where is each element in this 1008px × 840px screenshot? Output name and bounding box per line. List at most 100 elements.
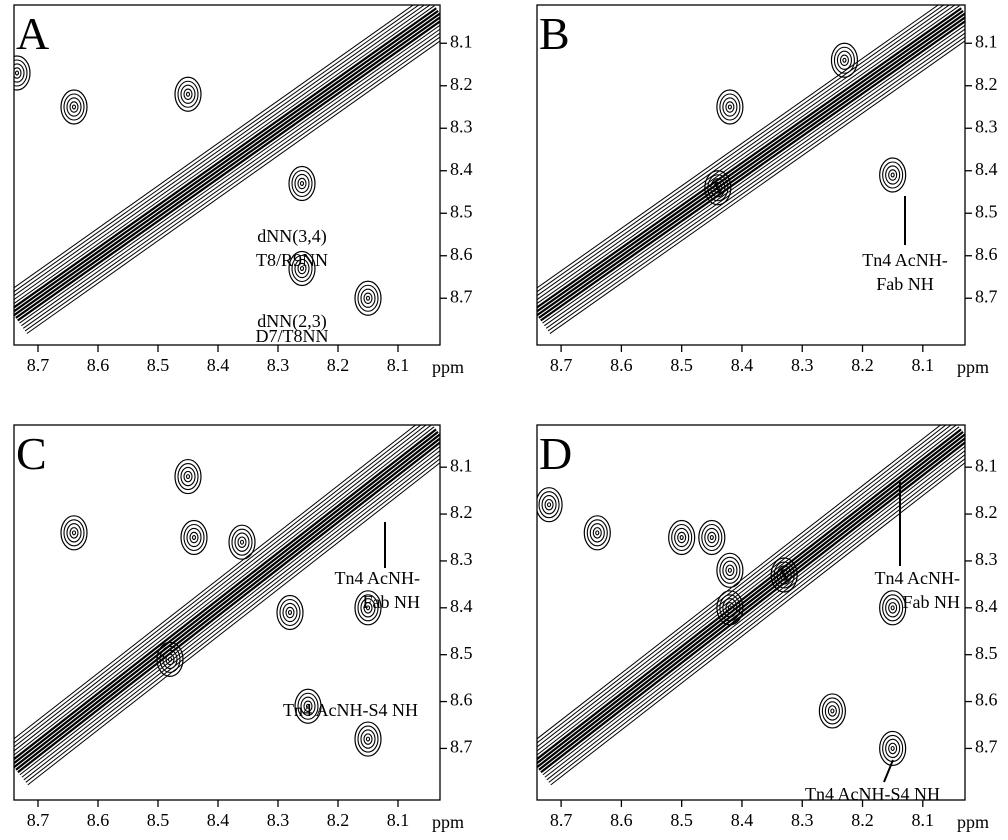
contour-ring <box>890 172 895 178</box>
contour-ring <box>185 474 191 480</box>
diagonal-contour <box>23 454 440 781</box>
contour-ring <box>824 701 840 721</box>
contour-ring <box>725 602 735 614</box>
x-axis-label: ppm <box>432 812 464 832</box>
diagonal-contour <box>14 7 437 309</box>
peak <box>698 519 726 556</box>
diagonal-contour <box>538 437 965 771</box>
contour-ring <box>185 91 191 97</box>
contour-ring <box>890 745 895 751</box>
y-tick-label: 8.7 <box>450 286 473 306</box>
x-tick-label: 8.7 <box>550 355 573 375</box>
contour-ring <box>776 565 792 585</box>
x-axis-label: ppm <box>957 812 989 832</box>
contour-ring <box>707 531 717 544</box>
contour-ring <box>882 161 904 189</box>
contour-ring <box>830 708 835 714</box>
plot-area <box>14 425 440 786</box>
contour-ring <box>595 530 600 536</box>
x-tick-label: 8.1 <box>387 810 410 830</box>
x-tick-label: 8.7 <box>27 355 50 375</box>
x-tick-label: 8.4 <box>207 810 230 830</box>
y-tick-label: 8.5 <box>450 643 473 663</box>
contour-ring <box>63 93 85 121</box>
contour-ring <box>888 742 898 755</box>
contour-ring <box>285 606 295 619</box>
diagonal-contour <box>547 36 965 332</box>
contour-ring <box>297 262 307 275</box>
label-bg <box>538 6 582 54</box>
peak <box>14 55 31 91</box>
contour-ring <box>882 594 904 622</box>
y-tick-label: 8.1 <box>450 455 473 475</box>
diagonal-contour <box>14 428 437 761</box>
y-tick-label: 8.2 <box>450 502 473 522</box>
peak <box>716 89 744 125</box>
contour-ring <box>782 572 787 578</box>
y-tick-label: 8.4 <box>975 596 998 616</box>
x-axis-label: ppm <box>432 357 464 377</box>
diagonal-contour <box>537 5 945 293</box>
y-tick-label: 8.6 <box>450 690 473 710</box>
peak <box>354 280 382 316</box>
peak <box>879 157 907 193</box>
y-tick-label: 8.3 <box>975 116 998 136</box>
contour-ring <box>727 104 732 110</box>
diagonal-contour <box>538 16 965 319</box>
x-tick-label: 8.6 <box>87 810 110 830</box>
diagonal-contour <box>548 458 965 783</box>
peak <box>156 641 184 677</box>
y-tick-label: 8.2 <box>975 502 998 522</box>
contour-ring <box>180 84 196 104</box>
contour-ring <box>709 534 714 540</box>
annotation: dNN(2,3) <box>257 311 327 332</box>
diagonal-contour <box>537 428 962 761</box>
contour-ring <box>297 177 307 190</box>
leader-line <box>883 759 894 783</box>
x-tick-label: 8.7 <box>27 810 50 830</box>
y-tick-label: 8.7 <box>975 286 998 306</box>
contour-ring <box>589 523 605 543</box>
plot-area <box>537 425 965 786</box>
diagonal-contour <box>550 462 965 786</box>
contour-ring <box>69 527 79 539</box>
contour-ring <box>365 295 371 301</box>
peak <box>354 590 382 626</box>
x-tick-label: 8.2 <box>851 810 874 830</box>
x-tick-label: 8.2 <box>851 355 874 375</box>
contour-ring <box>63 519 85 547</box>
contour-ring <box>704 527 720 548</box>
diagonal-contour <box>14 425 417 740</box>
diagonal-contour <box>14 12 440 317</box>
contour-ring <box>679 534 684 540</box>
x-tick-label: 8.5 <box>670 810 693 830</box>
contour-ring <box>14 70 20 76</box>
contour-ring <box>713 182 723 194</box>
contour-ring <box>833 46 855 74</box>
contour-ring <box>365 736 371 742</box>
plot-frame <box>13 4 441 346</box>
contour-ring <box>294 173 310 194</box>
diagonal-contour <box>537 425 942 740</box>
x-axis-label: ppm <box>957 357 989 377</box>
diagonal-contour <box>537 5 960 305</box>
diagonal-contour <box>14 430 439 765</box>
diagonal-contour <box>542 24 965 324</box>
contour-ring <box>592 527 602 539</box>
diagonal-contour <box>537 425 947 744</box>
contour-ring <box>177 463 199 491</box>
x-tick-label: 8.5 <box>670 355 693 375</box>
annotation: Tn4 AcNH- <box>862 250 947 270</box>
peak <box>180 519 208 556</box>
contour-ring <box>299 265 305 271</box>
contour-ring <box>167 656 173 662</box>
x-tick-label: 8.2 <box>327 355 350 375</box>
contour-ring <box>547 502 552 508</box>
x-tick-label: 8.3 <box>267 810 290 830</box>
annotation: D7/T8NN <box>256 326 329 346</box>
plot-frame <box>536 4 966 346</box>
panel: 8.7 8.6 8.5 8.4 8.3 8.2 8.1 ppm 8.1 8.2 8.3 8.4 8.5 8… <box>13 4 473 377</box>
x-tick-label: 8.6 <box>87 355 110 375</box>
y-tick-label: 8.4 <box>975 159 998 179</box>
contour-ring <box>239 539 245 545</box>
